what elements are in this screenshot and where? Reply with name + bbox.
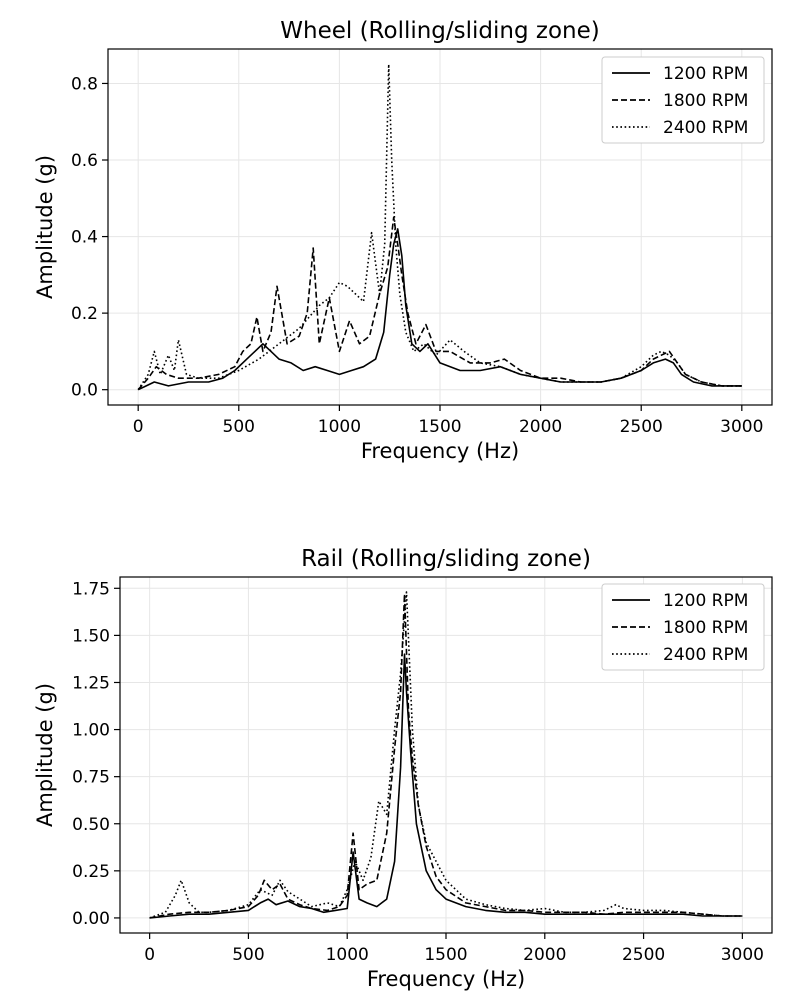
- y-tick-label: 0.75: [72, 768, 110, 788]
- x-tick-label: 2000: [519, 417, 562, 437]
- chart-title: Wheel (Rolling/sliding zone): [280, 18, 600, 44]
- y-axis-label: Amplitude (g): [33, 683, 57, 827]
- y-tick-label: 1.00: [72, 721, 110, 741]
- x-tick-label: 500: [232, 945, 264, 965]
- legend-label-2400-rpm: 2400 RPM: [663, 645, 748, 665]
- x-tick-label: 1500: [418, 417, 461, 437]
- y-tick-label: 0.50: [72, 815, 110, 835]
- x-tick-label: 1000: [326, 945, 369, 965]
- y-tick-label: 1.25: [72, 673, 110, 693]
- y-tick-label: 0.0: [71, 381, 98, 401]
- legend: 1200 RPM 1800 RPM 2400 RPM: [601, 56, 765, 144]
- y-tick-label: 0.8: [71, 74, 98, 94]
- legend-box: [601, 56, 765, 144]
- y-tick-label: 0.00: [72, 909, 110, 929]
- y-tick-label: 0.4: [71, 228, 98, 248]
- x-tick-label: 2500: [622, 945, 665, 965]
- chart-title: Rail (Rolling/sliding zone): [301, 546, 591, 572]
- legend-label-1200-rpm: 1200 RPM: [663, 64, 748, 84]
- x-tick-label: 2000: [523, 945, 566, 965]
- x-tick-label: 3000: [721, 945, 764, 965]
- y-tick-label: 0.6: [71, 151, 98, 171]
- x-axis-label: Frequency (Hz): [367, 967, 525, 991]
- series-line-2400-rpm: [149, 591, 743, 919]
- series-line-1800-rpm: [137, 216, 742, 391]
- legend-label-2400-rpm: 2400 RPM: [663, 118, 748, 138]
- series-line-1800-rpm: [149, 593, 743, 919]
- legend-box: [601, 583, 765, 671]
- legend: 1200 RPM 1800 RPM 2400 RPM: [601, 583, 765, 671]
- y-tick-label: 0.2: [71, 304, 98, 324]
- y-tick-label: 1.50: [72, 626, 110, 646]
- x-tick-label: 1000: [318, 417, 361, 437]
- y-tick-label: 0.25: [72, 862, 110, 882]
- x-tick-label: 0: [144, 945, 155, 965]
- y-tick-label: 1.75: [72, 579, 110, 599]
- wheel-chart: Wheel (Rolling/sliding zone) 0 500 1000 150…: [33, 18, 773, 463]
- x-tick-label: 2500: [620, 417, 663, 437]
- x-tick-label: 3000: [720, 417, 763, 437]
- x-tick-label: 0: [133, 417, 144, 437]
- x-tick-label: 500: [223, 417, 255, 437]
- legend-label-1800-rpm: 1800 RPM: [663, 91, 748, 111]
- rail-chart: Rail (Rolling/sliding zone) 0 500 1000 1500…: [33, 546, 773, 991]
- legend-label-1200-rpm: 1200 RPM: [663, 591, 748, 611]
- x-tick-label: 1500: [424, 945, 467, 965]
- series-line-2400-rpm: [137, 63, 742, 391]
- x-axis-label: Frequency (Hz): [361, 439, 519, 463]
- y-axis-label: Amplitude (g): [33, 155, 57, 299]
- legend-label-1800-rpm: 1800 RPM: [663, 618, 748, 638]
